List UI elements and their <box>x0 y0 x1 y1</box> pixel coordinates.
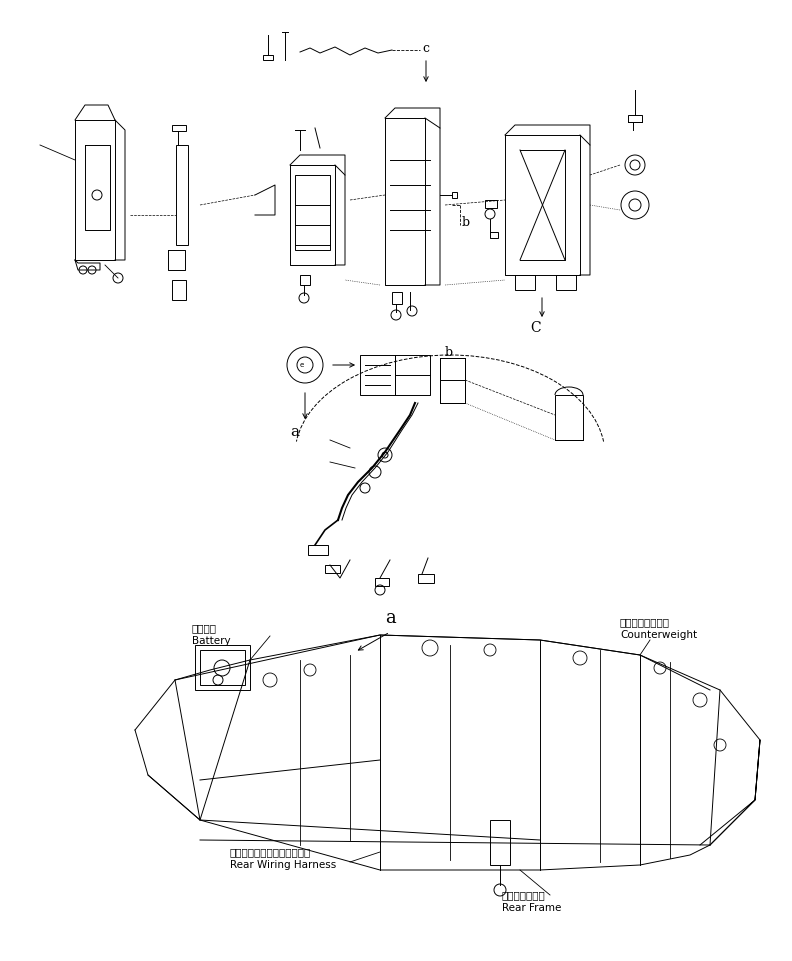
Bar <box>360 355 395 395</box>
Text: リヤーフレーム: リヤーフレーム <box>502 890 546 900</box>
Bar <box>263 55 273 60</box>
Bar <box>555 395 583 440</box>
Bar <box>485 200 497 208</box>
Text: a: a <box>385 609 396 627</box>
Bar <box>176 145 188 245</box>
Bar <box>490 820 510 865</box>
Bar <box>392 292 402 304</box>
Bar <box>200 650 245 685</box>
Bar <box>172 280 186 300</box>
Bar <box>172 125 186 131</box>
Bar <box>556 275 576 290</box>
Bar <box>452 192 457 198</box>
Bar <box>440 358 465 403</box>
Text: C: C <box>531 321 541 335</box>
Bar <box>325 565 340 573</box>
Bar <box>300 275 310 285</box>
Text: カウンタウェイト: カウンタウェイト <box>620 617 670 627</box>
Text: バッテリ: バッテリ <box>192 623 217 633</box>
Text: Battery: Battery <box>192 636 230 646</box>
Text: b: b <box>445 346 453 358</box>
Text: e: e <box>300 362 304 368</box>
Bar <box>628 115 642 122</box>
Text: リヤーワイヤリングハーネス: リヤーワイヤリングハーネス <box>230 847 311 857</box>
Bar <box>295 175 330 250</box>
Text: c: c <box>422 41 429 55</box>
Text: Rear Frame: Rear Frame <box>502 903 562 913</box>
Bar <box>195 645 250 690</box>
Bar <box>375 578 389 586</box>
Text: Rear Wiring Harness: Rear Wiring Harness <box>230 860 337 870</box>
Text: a: a <box>291 425 299 439</box>
Text: Counterweight: Counterweight <box>620 630 697 640</box>
Bar <box>490 232 498 238</box>
Bar <box>418 574 434 583</box>
Bar <box>515 275 535 290</box>
Text: b: b <box>462 215 470 229</box>
Bar <box>308 545 328 555</box>
